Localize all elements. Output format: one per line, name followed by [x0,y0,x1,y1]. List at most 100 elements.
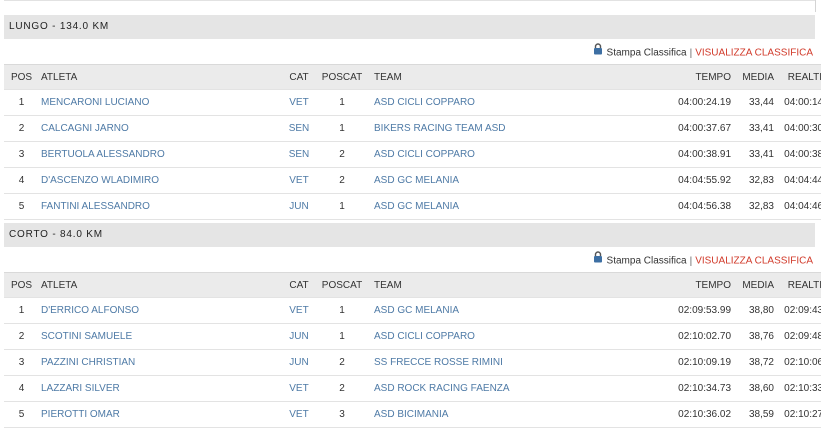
col-cat[interactable]: CAT [284,272,314,298]
cell-pos: 5 [4,401,39,428]
cell-cat[interactable]: JUN [284,349,314,376]
stampa-classifica-link[interactable]: Stampa Classifica [606,47,687,59]
cell-atleta[interactable]: LAZZARI SILVER [39,375,284,402]
cell-poscat: 2 [314,167,370,194]
cell-poscat: 1 [314,193,370,220]
col-pos[interactable]: POS [4,272,39,298]
table-row: 3 BERTUOLA ALESSANDRO SEN 2 ASD CICLI CO… [4,141,821,168]
cell-team[interactable]: ASD ROCK RACING FAENZA [370,375,650,402]
table-header-row: POS ATLETA CAT POSCAT TEAM TEMPO MEDIA R… [4,272,821,298]
cell-realtime: 04:04:46.46 [776,193,821,220]
cell-team[interactable]: BIKERS RACING TEAM ASD [370,115,650,142]
table-row: 2 SCOTINI SAMUELE JUN 1 ASD CICLI COPPAR… [4,323,821,350]
cell-poscat: 2 [314,141,370,168]
cell-pos: 2 [4,323,39,350]
cell-pos: 4 [4,167,39,194]
col-team[interactable]: TEAM [370,64,650,90]
cell-cat[interactable]: SEN [284,115,314,142]
cell-team[interactable]: ASD GC MELANIA [370,167,650,194]
cell-media: 38,76 [733,323,776,350]
cell-poscat: 2 [314,375,370,402]
results-table: POS ATLETA CAT POSCAT TEAM TEMPO MEDIA R… [4,272,821,428]
cell-atleta[interactable]: SCOTINI SAMUELE [39,323,284,350]
cell-atleta[interactable]: PIEROTTI OMAR [39,401,284,428]
col-realtime[interactable]: REALTIME [776,272,821,298]
col-media[interactable]: MEDIA [733,272,776,298]
cell-realtime: 04:00:14.14 [776,89,821,116]
cell-cat[interactable]: VET [284,89,314,116]
cell-team[interactable]: ASD CICLI COPPARO [370,323,650,350]
col-media[interactable]: MEDIA [733,64,776,90]
section-corto: CORTO - 84.0 KM Stampa Classifica | VISUAL… [4,223,821,428]
cell-media: 33,41 [733,115,776,142]
col-team[interactable]: TEAM [370,272,650,298]
visualizza-classifica-link[interactable]: VISUALIZZA CLASSIFICA [695,255,813,267]
table-row: 1 D'ERRICO ALFONSO VET 1 ASD GC MELANIA … [4,297,821,324]
cell-atleta[interactable]: PAZZINI CHRISTIAN [39,349,284,376]
col-atleta[interactable]: ATLETA [39,64,284,90]
cell-cat[interactable]: VET [284,375,314,402]
col-tempo[interactable]: TEMPO [650,64,733,90]
print-lock-icon[interactable] [593,42,603,64]
col-realtime[interactable]: REALTIME [776,64,821,90]
cell-poscat: 1 [314,297,370,324]
cell-pos: 1 [4,297,39,324]
cell-poscat: 2 [314,349,370,376]
cell-realtime: 02:10:33.03 [776,375,821,402]
cell-cat[interactable]: JUN [284,323,314,350]
cell-tempo: 02:09:53.99 [650,297,733,324]
cell-cat[interactable]: VET [284,401,314,428]
cell-media: 33,41 [733,141,776,168]
col-tempo[interactable]: TEMPO [650,272,733,298]
cell-tempo: 04:04:55.92 [650,167,733,194]
cell-tempo: 04:04:56.38 [650,193,733,220]
cell-media: 32,83 [733,193,776,220]
cell-poscat: 3 [314,401,370,428]
cell-realtime: 02:09:48.00 [776,323,821,350]
cell-atleta[interactable]: D'ASCENZO WLADIMIRO [39,167,284,194]
stampa-classifica-link[interactable]: Stampa Classifica [606,255,687,267]
col-atleta[interactable]: ATLETA [39,272,284,298]
cell-atleta[interactable]: BERTUOLA ALESSANDRO [39,141,284,168]
cell-team[interactable]: SS FRECCE ROSSE RIMINI [370,349,650,376]
cell-poscat: 1 [314,323,370,350]
cell-tempo: 04:00:37.67 [650,115,733,142]
section-title: CORTO - 84.0 KM [4,223,815,247]
results-table: POS ATLETA CAT POSCAT TEAM TEMPO MEDIA R… [4,64,821,220]
cell-pos: 2 [4,115,39,142]
cell-team[interactable]: ASD CICLI COPPARO [370,89,650,116]
col-pos[interactable]: POS [4,64,39,90]
cell-pos: 5 [4,193,39,220]
cell-pos: 3 [4,349,39,376]
cell-atleta[interactable]: FANTINI ALESSANDRO [39,193,284,220]
cell-poscat: 1 [314,115,370,142]
cell-tempo: 02:10:09.19 [650,349,733,376]
cell-team[interactable]: ASD BICIMANIA [370,401,650,428]
cell-media: 38,60 [733,375,776,402]
col-cat[interactable]: CAT [284,64,314,90]
table-header-row: POS ATLETA CAT POSCAT TEAM TEMPO MEDIA R… [4,64,821,90]
col-poscat[interactable]: POSCAT [314,272,370,298]
cell-tempo: 02:10:02.70 [650,323,733,350]
cell-cat[interactable]: JUN [284,193,314,220]
cell-team[interactable]: ASD CICLI COPPARO [370,141,650,168]
cell-atleta[interactable]: D'ERRICO ALFONSO [39,297,284,324]
cell-atleta[interactable]: MENCARONI LUCIANO [39,89,284,116]
cell-media: 32,83 [733,167,776,194]
visualizza-classifica-link[interactable]: VISUALIZZA CLASSIFICA [695,47,813,59]
table-row: 4 D'ASCENZO WLADIMIRO VET 2 ASD GC MELAN… [4,167,821,194]
cell-poscat: 1 [314,89,370,116]
cell-cat[interactable]: VET [284,167,314,194]
cell-cat[interactable]: VET [284,297,314,324]
cell-realtime: 02:10:06.09 [776,349,821,376]
col-poscat[interactable]: POSCAT [314,64,370,90]
cell-team[interactable]: ASD GC MELANIA [370,193,650,220]
section-toolbar: Stampa Classifica | VISUALIZZA CLASSIFICA [4,42,815,64]
section-toolbar: Stampa Classifica | VISUALIZZA CLASSIFICA [4,250,815,272]
cell-atleta[interactable]: CALCAGNI JARNO [39,115,284,142]
cell-cat[interactable]: SEN [284,141,314,168]
table-row: 2 CALCAGNI JARNO SEN 1 BIKERS RACING TEA… [4,115,821,142]
cell-team[interactable]: ASD GC MELANIA [370,297,650,324]
cell-tempo: 04:00:24.19 [650,89,733,116]
print-lock-icon[interactable] [593,250,603,272]
